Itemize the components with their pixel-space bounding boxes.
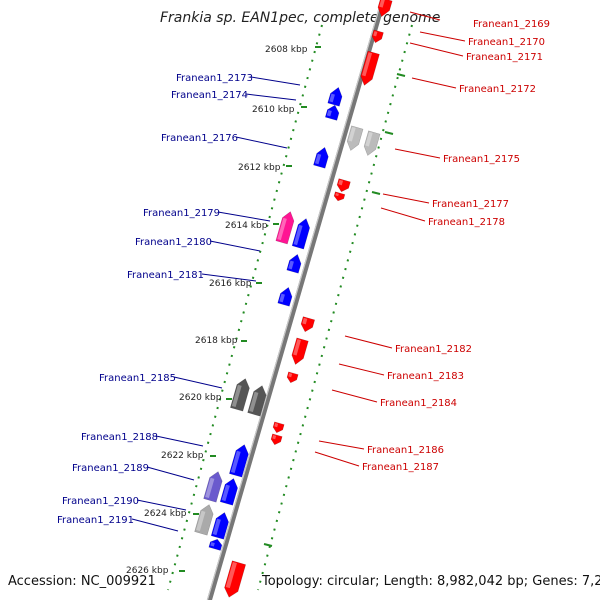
gene-Franean1_2181[interactable]	[277, 286, 294, 307]
backbone-highlight	[206, 0, 383, 600]
leader-line	[394, 148, 441, 159]
major-tick-right-0	[396, 73, 406, 77]
gene-label[interactable]: Franean1_2175	[443, 154, 520, 165]
major-tick-right-3	[263, 543, 273, 547]
leader-line	[250, 76, 301, 86]
leader-line	[209, 240, 261, 252]
gene-Franean1_2179[interactable]	[275, 210, 296, 245]
leader-line	[245, 93, 297, 101]
gene-label[interactable]: Franean1_2191	[57, 515, 134, 526]
gene-Franean1_2178[interactable]	[333, 191, 346, 202]
gene-label[interactable]: Franean1_2189	[72, 463, 149, 474]
coordinate-tick-label: 2616 kbp	[209, 279, 252, 289]
gene-Franean1_2187[interactable]	[222, 560, 246, 599]
gene-Franean1_2175[interactable]	[345, 125, 364, 152]
leader-line	[409, 42, 464, 57]
coordinate-tick-label: 2610 kbp	[252, 105, 295, 115]
gene-label[interactable]: Franean1_2172	[459, 84, 536, 95]
leader-line	[131, 518, 179, 532]
coordinate-tick-label: 2612 kbp	[238, 163, 281, 173]
gene-Franean1_2189[interactable]	[203, 470, 225, 503]
major-tick-right-1	[384, 131, 394, 135]
coordinate-tick-label: 2624 kbp	[144, 509, 187, 519]
leader-line	[235, 136, 288, 149]
gene-Franean1_2184[interactable]	[286, 371, 299, 384]
gene-Franean1_2174[interactable]	[324, 104, 340, 121]
leader-line	[136, 499, 187, 511]
gene-label[interactable]: Franean1_2177	[432, 199, 509, 210]
gene-label[interactable]: Franean1_2183	[387, 371, 464, 382]
gene-label[interactable]: Franean1_2184	[380, 398, 457, 409]
gene-Franean1_2188[interactable]	[229, 443, 250, 478]
gene-Franean1_2185[interactable]	[230, 377, 251, 412]
gene-Franean1_2191[interactable]	[210, 511, 231, 540]
map-title: Frankia sp. EAN1pec, complete genome	[160, 10, 441, 26]
backbone-line	[206, 0, 387, 600]
gene-label[interactable]: Franean1_2179	[143, 208, 220, 219]
gene-Franean1_2176[interactable]	[313, 146, 330, 169]
major-tick-right-2	[371, 191, 381, 195]
gene-Franean1_2177[interactable]	[336, 178, 351, 194]
gene-Franean1_2185[interactable]	[247, 384, 269, 417]
leader-line	[331, 389, 378, 403]
leader-line	[338, 363, 385, 376]
gene-Franean1_2180[interactable]	[291, 217, 312, 250]
gene-Franean1_2187[interactable]	[270, 433, 283, 446]
coordinate-tick-label: 2626 kbp	[126, 566, 169, 576]
gene-label[interactable]: Franean1_2178	[428, 217, 505, 228]
leader-line	[201, 273, 257, 282]
leader-line	[155, 435, 204, 447]
gene-label[interactable]: Franean1_2169	[473, 19, 550, 30]
coordinate-tick-label: 2620 kbp	[179, 393, 222, 403]
gene-label[interactable]: Franean1_2180	[135, 237, 212, 248]
gene-Franean1_2182[interactable]	[299, 316, 316, 334]
gene-Franean1_2186[interactable]	[272, 421, 285, 434]
gene-Franean1_2173[interactable]	[327, 86, 344, 107]
forward-track-line	[167, 24, 323, 591]
gene-Franean1_2169[interactable]	[376, 0, 393, 18]
coordinate-tick-label: 2622 kbp	[161, 451, 204, 461]
accession-label: Accession: NC_009921	[8, 574, 156, 589]
gene-label[interactable]: Franean1_2182	[395, 344, 472, 355]
gene-label[interactable]: Franean1_2181	[127, 270, 204, 281]
gene-Franean1_2191[interactable]	[208, 538, 223, 551]
gene-Franean1_2175[interactable]	[362, 130, 381, 157]
leader-line	[382, 193, 430, 204]
gene-Franean1_2181[interactable]	[286, 253, 303, 274]
leader-line	[318, 440, 365, 450]
leader-line	[146, 466, 195, 481]
leader-line	[344, 335, 393, 349]
gene-label[interactable]: Franean1_2187	[362, 462, 439, 473]
leader-line	[314, 451, 360, 467]
gene-label[interactable]: Franean1_2188	[81, 432, 158, 443]
gene-label[interactable]: Franean1_2190	[62, 496, 139, 507]
gene-label[interactable]: Franean1_2176	[161, 133, 238, 144]
gene-Franean1_2170[interactable]	[371, 29, 384, 44]
coordinate-tick-label: 2614 kbp	[225, 221, 268, 231]
gene-Franean1_2188[interactable]	[219, 477, 240, 506]
gene-Franean1_2172[interactable]	[359, 50, 380, 87]
gene-label[interactable]: Franean1_2174	[171, 90, 248, 101]
gene-label[interactable]: Franean1_2171	[466, 52, 543, 63]
leader-line	[380, 207, 426, 222]
leader-line	[411, 77, 457, 89]
coordinate-tick-label: 2608 kbp	[265, 45, 308, 55]
gene-Franean1_2183[interactable]	[290, 337, 309, 366]
gene-label[interactable]: Franean1_2185	[99, 373, 176, 384]
leader-line	[409, 11, 441, 21]
topology-label: Topology: circular; Length: 8,982,042 bp…	[262, 574, 600, 589]
leader-line	[217, 211, 271, 222]
gene-label[interactable]: Franean1_2170	[468, 37, 545, 48]
leader-line	[419, 31, 466, 42]
coordinate-tick-label: 2618 kbp	[195, 336, 238, 346]
gene-Franean1_2190[interactable]	[194, 503, 216, 536]
gene-label[interactable]: Franean1_2186	[367, 445, 444, 456]
gene-label[interactable]: Franean1_2173	[176, 73, 253, 84]
leader-line	[173, 376, 223, 389]
